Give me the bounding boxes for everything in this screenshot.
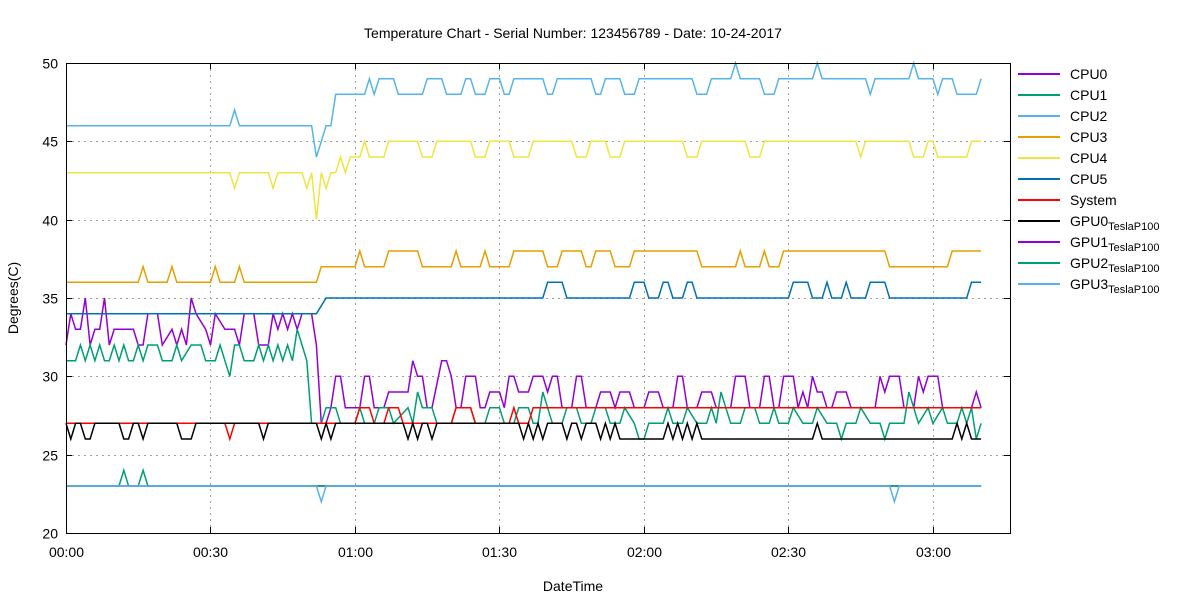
y-tick-label: 30 — [42, 369, 58, 385]
series-line-cpu3 — [66, 248, 982, 284]
legend-label: CPU0 — [1070, 66, 1108, 82]
legend-label-subscript: TeslaP100 — [1108, 221, 1159, 233]
x-tick-label: 02:30 — [771, 544, 806, 560]
legend-item: GPU2TeslaP100 — [1018, 255, 1160, 275]
legend-label-main: CPU1 — [1070, 87, 1108, 103]
legend-label: GPU1TeslaP100 — [1070, 234, 1160, 254]
axis-ticks — [66, 63, 1010, 534]
series-line-cpu1 — [66, 329, 982, 442]
legend-label: CPU3 — [1070, 129, 1108, 145]
series-line-cpu5 — [66, 279, 982, 315]
legend-label-main: CPU3 — [1070, 129, 1108, 145]
legend-label: CPU5 — [1070, 171, 1108, 187]
x-tick-label: 01:00 — [338, 544, 373, 560]
legend-item: CPU0 — [1018, 66, 1108, 82]
legend-item: CPU2 — [1018, 108, 1108, 124]
legend-item: GPU0TeslaP100 — [1018, 213, 1160, 233]
y-axis-tick-labels: 20 25 30 35 40 45 50 — [42, 56, 58, 542]
legend-item: GPU3TeslaP100 — [1018, 276, 1160, 296]
legend-label-main: GPU1 — [1070, 234, 1108, 250]
legend-label-main: CPU2 — [1070, 108, 1108, 124]
series-line-gpu0-tesla-p100 — [65, 420, 982, 442]
legend-label: GPU3TeslaP100 — [1070, 276, 1160, 296]
chart-title: Temperature Chart - Serial Number: 12345… — [364, 25, 782, 41]
x-tick-label: 00:30 — [193, 544, 228, 560]
y-tick-label: 40 — [42, 213, 58, 229]
legend-item: CPU5 — [1018, 171, 1108, 187]
legend-item: GPU1TeslaP100 — [1018, 234, 1160, 254]
legend: CPU0CPU1CPU2CPU3CPU4CPU5SystemGPU0TeslaP… — [1018, 66, 1160, 296]
y-tick-label: 50 — [42, 56, 58, 72]
legend-label-main: CPU4 — [1070, 150, 1108, 166]
y-tick-label: 45 — [42, 134, 58, 150]
y-tick-label: 25 — [42, 448, 58, 464]
legend-label: CPU4 — [1070, 150, 1108, 166]
series-line-gpu2-tesla-p100 — [66, 467, 982, 487]
legend-label-subscript: TeslaP100 — [1108, 242, 1159, 254]
series-line-gpu3-tesla-p100 — [66, 485, 982, 505]
x-tick-label: 02:00 — [627, 544, 662, 560]
legend-label: CPU2 — [1070, 108, 1108, 124]
legend-label: System — [1070, 192, 1117, 208]
series-line-cpu4 — [66, 138, 982, 220]
x-axis-tick-labels: 00:00 00:30 01:00 01:30 02:00 02:30 03:00 — [49, 544, 951, 560]
legend-label-main: GPU2 — [1070, 255, 1108, 271]
x-tick-label: 00:00 — [49, 544, 84, 560]
y-tick-label: 20 — [42, 526, 58, 542]
legend-item: System — [1018, 192, 1117, 208]
legend-label: CPU1 — [1070, 87, 1108, 103]
legend-item: CPU3 — [1018, 129, 1108, 145]
x-tick-label: 01:30 — [482, 544, 517, 560]
legend-label-subscript: TeslaP100 — [1108, 284, 1159, 296]
legend-label-main: CPU0 — [1070, 66, 1108, 82]
x-tick-label: 03:00 — [916, 544, 951, 560]
legend-label-main: GPU0 — [1070, 213, 1108, 229]
series-lines — [65, 60, 982, 505]
legend-label-main: GPU3 — [1070, 276, 1108, 292]
legend-label: GPU2TeslaP100 — [1070, 255, 1160, 275]
y-tick-label: 35 — [42, 291, 58, 307]
x-axis-label: DateTime — [543, 578, 603, 594]
legend-label-main: System — [1070, 192, 1117, 208]
series-line-cpu0 — [65, 297, 982, 425]
legend-label-subscript: TeslaP100 — [1108, 263, 1159, 275]
y-axis-label: Degrees(C) — [5, 262, 21, 334]
legend-label: GPU0TeslaP100 — [1070, 213, 1160, 233]
legend-item: CPU1 — [1018, 87, 1108, 103]
series-line-cpu2 — [66, 60, 982, 158]
legend-label-main: CPU5 — [1070, 171, 1108, 187]
legend-item: CPU4 — [1018, 150, 1108, 166]
